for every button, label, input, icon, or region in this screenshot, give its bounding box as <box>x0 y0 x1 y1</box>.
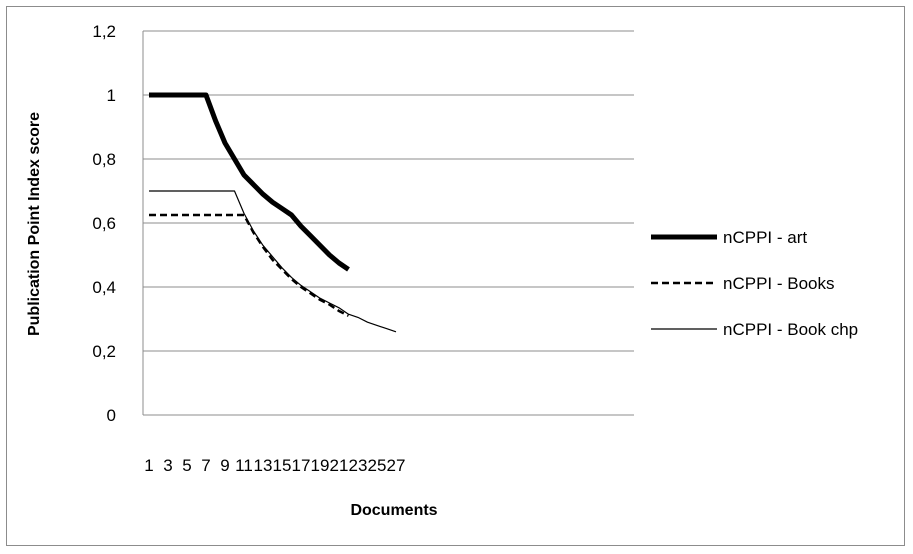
legend-label-ncppi-books: nCPPI - Books <box>723 274 835 293</box>
series-line-ncppi-art <box>149 92 350 272</box>
series-lines <box>149 92 397 333</box>
x-tick-label: 3 <box>163 456 172 475</box>
x-tick-label: 13 <box>254 456 273 475</box>
legend-label-ncppi-art: nCPPI - art <box>723 228 807 247</box>
gridlines <box>143 30 634 352</box>
series-line-ncppi-book-chp <box>149 190 397 333</box>
series-line-ncppi-books <box>149 213 350 317</box>
y-tick-label: 0,6 <box>92 214 116 233</box>
y-axis-title: Publication Point Index score <box>26 112 43 336</box>
y-tick-label: 1 <box>107 86 116 105</box>
y-tick-label: 0,8 <box>92 150 116 169</box>
x-tick-label: 7 <box>201 456 210 475</box>
y-axis-tick-labels: 0 0,2 0,4 0,6 0,8 1 1,2 <box>92 22 116 425</box>
legend: nCPPI - art nCPPI - Books nCPPI - Book chp <box>651 228 858 339</box>
x-tick-label: 5 <box>182 456 191 475</box>
x-tick-label: 19 <box>311 456 330 475</box>
x-tick-label: 21 <box>330 456 349 475</box>
x-axis-title: Documents <box>350 502 437 519</box>
legend-label-ncppi-book-chp: nCPPI - Book chp <box>723 320 858 339</box>
x-tick-label: 15 <box>273 456 292 475</box>
x-tick-label: 27 <box>387 456 406 475</box>
y-tick-label: 0 <box>107 406 116 425</box>
y-tick-label: 0,2 <box>92 342 116 361</box>
x-tick-label: 25 <box>368 456 387 475</box>
x-axis-tick-labels: 1 3 5 7 9 11 13 15 17 19 21 23 25 27 <box>144 456 405 475</box>
x-tick-label: 17 <box>292 456 311 475</box>
x-tick-label: 23 <box>349 456 368 475</box>
x-tick-label: 1 <box>144 456 153 475</box>
x-tick-label: 9 <box>220 456 229 475</box>
y-tick-label: 1,2 <box>92 22 116 41</box>
axes <box>142 31 634 416</box>
y-tick-label: 0,4 <box>92 278 116 297</box>
x-tick-label: 11 <box>235 456 253 475</box>
